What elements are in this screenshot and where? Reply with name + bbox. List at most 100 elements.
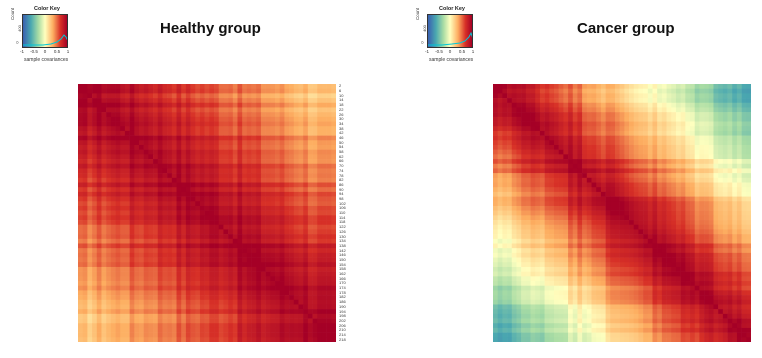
heatmap-cell bbox=[675, 102, 681, 108]
heatmap-cell bbox=[265, 140, 271, 146]
heatmap-cell bbox=[260, 210, 266, 216]
heatmap-cell bbox=[727, 201, 733, 207]
heatmap-cell bbox=[218, 154, 224, 160]
heatmap-cell bbox=[256, 121, 262, 127]
heatmap-cell bbox=[242, 130, 248, 136]
heatmap-cell bbox=[115, 243, 121, 249]
heatmap-cell bbox=[317, 168, 323, 174]
heatmap-cell bbox=[162, 187, 168, 193]
heatmap-cell bbox=[530, 116, 536, 122]
heatmap-cell bbox=[685, 173, 691, 179]
heatmap-cell bbox=[246, 337, 252, 342]
heatmap-cell bbox=[218, 159, 224, 165]
heatmap-cell bbox=[232, 93, 238, 99]
heatmap-cell bbox=[143, 257, 149, 263]
heatmap-cell bbox=[228, 140, 234, 146]
heatmap-cell bbox=[251, 182, 257, 188]
heatmap-cell bbox=[218, 130, 224, 136]
heatmap-cell bbox=[704, 229, 710, 235]
heatmap-cell bbox=[209, 323, 215, 329]
heatmap-cell bbox=[87, 93, 93, 99]
heatmap-cell bbox=[87, 177, 93, 183]
heatmap-cell bbox=[209, 220, 215, 226]
heatmap-cell bbox=[317, 281, 323, 287]
heatmap-cell bbox=[92, 290, 98, 296]
heatmap-cell bbox=[633, 224, 639, 230]
heatmap-cell bbox=[502, 168, 508, 174]
heatmap-cell bbox=[246, 238, 252, 244]
heatmap-cell bbox=[690, 196, 696, 202]
heatmap-cell bbox=[596, 196, 602, 202]
heatmap-cell bbox=[699, 130, 705, 136]
heatmap-cell bbox=[624, 88, 630, 94]
heatmap-cell bbox=[516, 140, 522, 146]
heatmap-cell bbox=[596, 121, 602, 127]
heatmap-cell bbox=[199, 154, 205, 160]
heatmap-cell bbox=[493, 116, 498, 122]
heatmap-cell bbox=[260, 173, 266, 179]
heatmap-cell bbox=[181, 332, 187, 338]
heatmap-cell bbox=[312, 252, 318, 258]
heatmap-cell bbox=[699, 98, 705, 104]
heatmap-cell bbox=[694, 173, 700, 179]
heatmap-cell bbox=[507, 229, 513, 235]
heatmap-cell bbox=[82, 177, 88, 183]
heatmap-cell bbox=[713, 220, 719, 226]
heatmap-cell bbox=[652, 177, 658, 183]
heatmap-cell bbox=[232, 304, 238, 310]
heatmap-cell bbox=[87, 98, 93, 104]
heatmap-cell bbox=[558, 187, 564, 193]
heatmap-cell bbox=[511, 234, 517, 240]
heatmap-cell bbox=[671, 93, 677, 99]
heatmap-cell bbox=[690, 215, 696, 221]
heatmap-cell bbox=[671, 102, 677, 108]
heatmap-cell bbox=[199, 337, 205, 342]
heatmap-cell bbox=[279, 248, 285, 254]
heatmap-cell bbox=[101, 323, 107, 329]
heatmap-cell bbox=[732, 224, 738, 230]
heatmap-cell bbox=[228, 107, 234, 113]
heatmap-cell bbox=[195, 84, 201, 89]
heatmap-cell bbox=[312, 220, 318, 226]
heatmap-cell bbox=[312, 84, 318, 89]
heatmap-cell bbox=[256, 262, 262, 268]
heatmap-cell bbox=[106, 215, 112, 221]
heatmap-cell bbox=[511, 196, 517, 202]
heatmap-cell bbox=[680, 238, 686, 244]
heatmap-cell bbox=[298, 126, 304, 132]
heatmap-cell bbox=[129, 107, 135, 113]
heatmap-cell bbox=[746, 84, 751, 89]
heatmap-cell bbox=[185, 337, 191, 342]
heatmap-cell bbox=[741, 130, 747, 136]
heatmap-cell bbox=[218, 252, 224, 258]
heatmap-cell bbox=[289, 210, 295, 216]
heatmap-cell bbox=[199, 182, 205, 188]
heatmap-cell bbox=[704, 116, 710, 122]
heatmap-cell bbox=[624, 102, 630, 108]
heatmap-cell bbox=[624, 205, 630, 211]
heatmap-cell bbox=[643, 130, 649, 136]
heatmap-cell bbox=[516, 159, 522, 165]
heatmap-cell bbox=[671, 177, 677, 183]
heatmap-cell bbox=[293, 84, 299, 89]
heatmap-cell bbox=[619, 220, 625, 226]
heatmap-cell bbox=[331, 126, 336, 132]
heatmap-cell bbox=[279, 173, 285, 179]
heatmap-cell bbox=[199, 112, 205, 118]
heatmap-cell bbox=[78, 281, 83, 287]
heatmap-cell bbox=[563, 154, 569, 160]
heatmap-cell bbox=[680, 112, 686, 118]
heatmap-cell bbox=[321, 238, 327, 244]
heatmap-cell bbox=[331, 327, 336, 333]
heatmap-cell bbox=[289, 323, 295, 329]
heatmap-cell bbox=[690, 135, 696, 141]
heatmap-cell bbox=[331, 304, 336, 310]
heatmap-cell bbox=[629, 149, 635, 155]
heatmap-cell bbox=[242, 107, 248, 113]
heatmap-cell bbox=[600, 121, 606, 127]
heatmap-cell bbox=[497, 121, 503, 127]
heatmap-cell bbox=[120, 149, 126, 155]
heatmap-cell bbox=[181, 299, 187, 305]
heatmap-cell bbox=[312, 201, 318, 207]
heatmap-cell bbox=[138, 154, 144, 160]
